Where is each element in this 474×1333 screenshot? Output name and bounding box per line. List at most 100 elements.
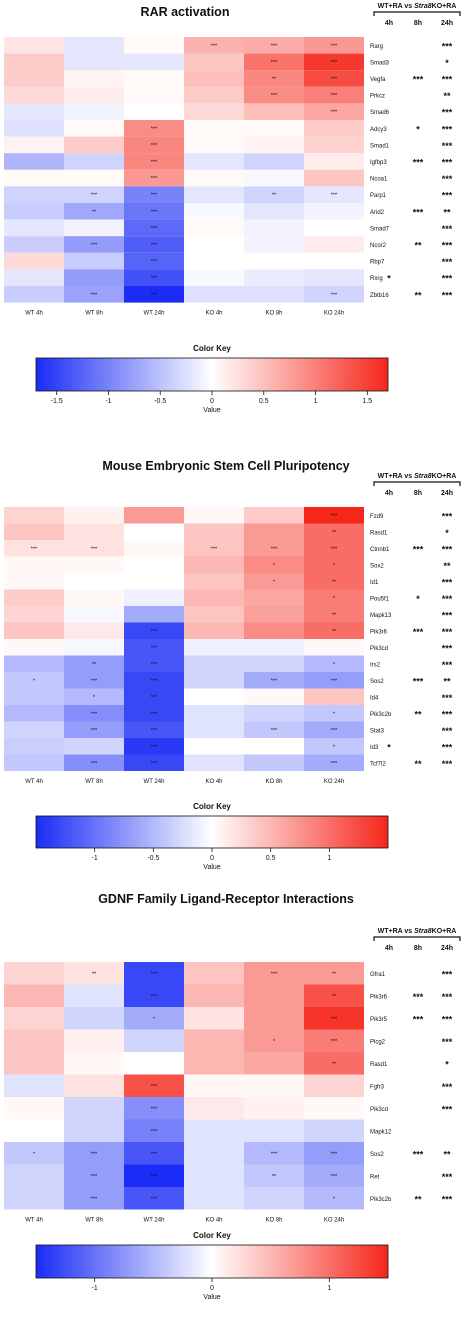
row-label: Ret bbox=[370, 1174, 380, 1180]
row-label: Fgfr3 bbox=[370, 1084, 385, 1090]
cell-significance: *** bbox=[151, 160, 158, 166]
heatmap-cell bbox=[64, 721, 124, 738]
heatmap-cell bbox=[244, 573, 304, 590]
heatmap-cell bbox=[184, 37, 244, 54]
heatmap-cell bbox=[304, 672, 364, 689]
comparison-significance: *** bbox=[442, 969, 453, 979]
color-key-tick-label: 0 bbox=[210, 1285, 214, 1292]
cell-significance: *** bbox=[151, 143, 158, 149]
row-label: Stat3 bbox=[370, 728, 385, 734]
row-label: Pik3r5 bbox=[370, 1017, 388, 1023]
heatmap-cell bbox=[124, 721, 184, 738]
heatmap-cell bbox=[64, 1074, 124, 1097]
heatmap-cell bbox=[304, 639, 364, 656]
heatmap-cell bbox=[64, 507, 124, 524]
color-key-tick-label: 1.5 bbox=[362, 398, 372, 405]
heatmap-cell bbox=[4, 219, 64, 237]
heatmap-cell bbox=[244, 540, 304, 557]
cell-significance: *** bbox=[331, 513, 338, 519]
heatmap-cell bbox=[124, 556, 184, 573]
comparison-significance: ** bbox=[414, 709, 422, 719]
heatmap-cell bbox=[124, 103, 184, 120]
color-key-bar bbox=[35, 1244, 389, 1279]
heatmap-cell bbox=[244, 507, 304, 524]
cell-significance: * bbox=[333, 711, 336, 717]
column-label: WT 24h bbox=[144, 311, 165, 317]
heatmap-cell bbox=[64, 984, 124, 1007]
row-label: Tcf7l2 bbox=[370, 761, 386, 767]
heatmap-cell bbox=[4, 53, 64, 71]
cell-significance: *** bbox=[151, 1084, 158, 1090]
heatmap-cell bbox=[244, 655, 304, 672]
heatmap-cell bbox=[124, 153, 184, 170]
heatmap-cell bbox=[184, 1187, 244, 1210]
cell-significance: *** bbox=[91, 546, 98, 552]
heatmap-cell bbox=[64, 103, 124, 120]
heatmap-cell bbox=[124, 523, 184, 540]
column-label: KO 4h bbox=[205, 779, 222, 785]
heatmap-cell bbox=[244, 1052, 304, 1075]
row-label: Arid2 bbox=[370, 210, 385, 216]
chart-title: RAR activation bbox=[141, 5, 230, 19]
color-key-title: Color Key bbox=[193, 802, 231, 811]
heatmap-cell bbox=[4, 169, 64, 187]
color-key-bar bbox=[35, 357, 389, 392]
comparison-significance: * bbox=[445, 58, 449, 68]
cell-significance: *** bbox=[91, 728, 98, 734]
heatmap-cell bbox=[64, 556, 124, 573]
cell-significance: *** bbox=[331, 43, 338, 49]
heatmap-cell bbox=[124, 984, 184, 1007]
heatmap-cell bbox=[124, 507, 184, 524]
heatmap-cell bbox=[244, 984, 304, 1007]
row-label: Id3 bbox=[370, 745, 379, 751]
heatmap-cell bbox=[64, 523, 124, 540]
heatmap-cell bbox=[184, 53, 244, 71]
comparison-significance: *** bbox=[442, 191, 453, 201]
row-label: Plcg2 bbox=[370, 1039, 386, 1045]
heatmap-cell bbox=[124, 1119, 184, 1142]
heatmap-cell bbox=[124, 1142, 184, 1165]
row-label: Pik3cd bbox=[370, 1107, 388, 1113]
heatmap-cell bbox=[244, 153, 304, 170]
comparison-significance: *** bbox=[442, 1104, 453, 1114]
cell-significance: *** bbox=[151, 1174, 158, 1180]
comparison-significance: *** bbox=[442, 742, 453, 752]
heatmap-cell bbox=[304, 103, 364, 120]
color-key-tick-label: 1 bbox=[314, 398, 318, 405]
comparison-significance: * bbox=[445, 528, 449, 538]
color-key-label: Value bbox=[203, 407, 220, 414]
heatmap-cell bbox=[184, 606, 244, 623]
heatmap-cell bbox=[124, 540, 184, 557]
heatmap-cell bbox=[184, 236, 244, 253]
row-label: Adcy3 bbox=[370, 127, 387, 133]
heatmap-cell bbox=[244, 622, 304, 639]
heatmap-panel-rar-activation: RAR activation*** *** *** Rarg*** *** Smad3**… bbox=[4, 3, 461, 414]
comparison-significance: *** bbox=[413, 676, 424, 686]
heatmap-cell bbox=[304, 705, 364, 722]
cell-significance: *** bbox=[151, 645, 158, 651]
heatmap-cell bbox=[184, 738, 244, 755]
comparison-significance: *** bbox=[442, 290, 453, 300]
heatmap-cell bbox=[64, 688, 124, 705]
heatmap-cell bbox=[124, 203, 184, 220]
comparison-significance: *** bbox=[442, 141, 453, 151]
heatmap-cell bbox=[4, 622, 64, 639]
heatmap-cell bbox=[244, 754, 304, 771]
heatmap-cell bbox=[244, 738, 304, 755]
heatmap-cell bbox=[304, 269, 364, 286]
comparison-significance: *** bbox=[442, 274, 453, 284]
heatmap-cell bbox=[304, 540, 364, 557]
color-key-tick-label: 0 bbox=[210, 855, 214, 862]
comparison-significance: *** bbox=[442, 610, 453, 620]
heatmap-cell bbox=[244, 252, 304, 270]
comparison-significance: *** bbox=[442, 709, 453, 719]
heatmap-cell bbox=[304, 37, 364, 54]
column-label: KO 24h bbox=[324, 779, 344, 785]
comparison-significance: *** bbox=[442, 108, 453, 118]
heatmap-cell bbox=[64, 754, 124, 771]
heatmap-cell bbox=[304, 1119, 364, 1142]
color-key-bar bbox=[35, 815, 389, 849]
comparison-significance: *** bbox=[442, 759, 453, 769]
row-label: Fzd9 bbox=[370, 514, 384, 520]
